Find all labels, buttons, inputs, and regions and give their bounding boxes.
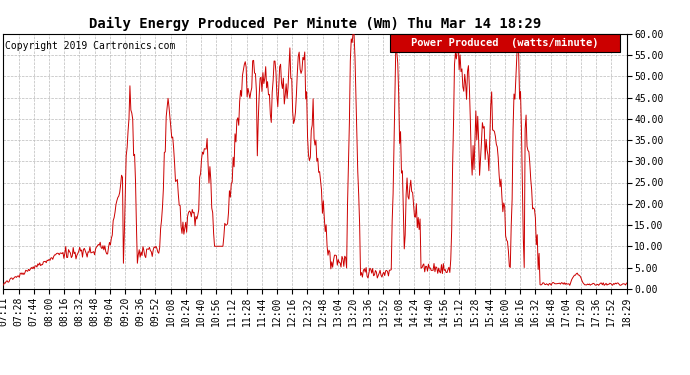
Text: Power Produced  (watts/minute): Power Produced (watts/minute) xyxy=(411,38,599,48)
Title: Daily Energy Produced Per Minute (Wm) Thu Mar 14 18:29: Daily Energy Produced Per Minute (Wm) Th… xyxy=(89,17,541,31)
Text: Copyright 2019 Cartronics.com: Copyright 2019 Cartronics.com xyxy=(5,41,175,51)
FancyBboxPatch shape xyxy=(390,34,620,52)
